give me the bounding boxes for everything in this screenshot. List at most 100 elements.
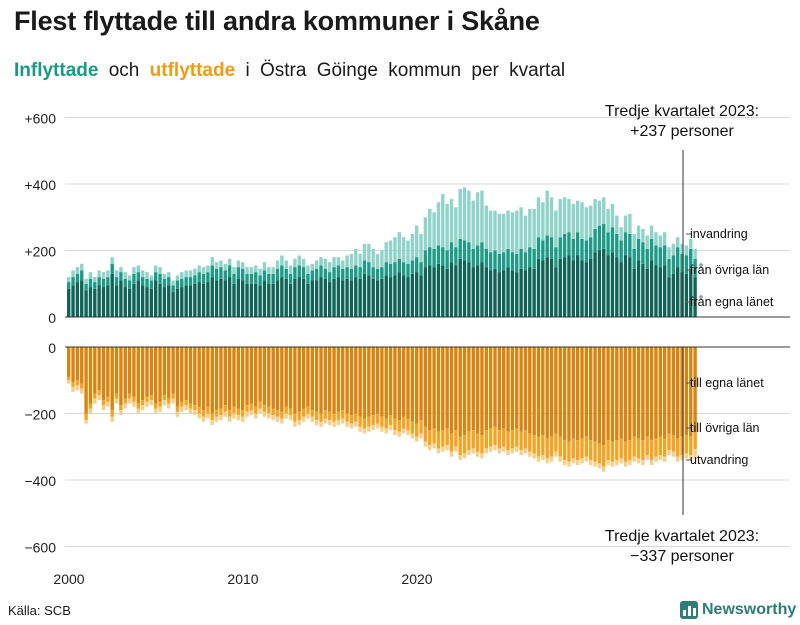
bar-in: [380, 278, 384, 317]
bar-out: [684, 347, 689, 436]
bar-in: [184, 277, 188, 286]
bar-in: [545, 257, 549, 317]
bar-out: [689, 436, 693, 456]
bar-out: [515, 347, 519, 429]
bar-in: [449, 198, 454, 243]
bar-out: [188, 408, 193, 414]
bar-out: [110, 410, 114, 417]
subtitle-word: Östra: [259, 60, 307, 81]
bar-out: [267, 413, 271, 419]
bar-out: [384, 347, 388, 419]
bar-in: [254, 265, 258, 273]
bar-out: [562, 347, 567, 441]
bar-out: [145, 347, 149, 397]
bar-out: [149, 347, 154, 396]
bar-in: [497, 213, 502, 254]
bar-in: [436, 245, 441, 264]
bar-in: [445, 250, 449, 269]
bar-out: [262, 347, 267, 406]
bar-out: [684, 453, 689, 459]
bar-out: [432, 347, 436, 429]
bar-out: [93, 393, 97, 399]
bar-in: [428, 208, 432, 248]
bar-out: [615, 440, 619, 461]
bar-out: [545, 347, 549, 439]
bar-in: [245, 273, 249, 284]
bar-in: [580, 260, 584, 317]
bar-out: [580, 458, 584, 464]
subtitle-word: per: [471, 60, 499, 81]
bar-out: [480, 347, 484, 436]
bar-in: [515, 253, 519, 273]
y-tick-label: +200: [24, 244, 56, 260]
bar-out: [641, 440, 645, 461]
bar-in: [310, 263, 314, 271]
bar-out: [615, 460, 619, 466]
bar-in: [671, 273, 676, 317]
bar-in: [219, 267, 223, 279]
bar-out: [484, 430, 488, 449]
brand-logo[interactable]: Newsworthy: [680, 601, 796, 619]
bar-out: [658, 436, 662, 456]
bar-in: [593, 252, 597, 317]
bar-in: [423, 217, 428, 251]
bar-in: [249, 267, 254, 274]
bar-in: [406, 263, 410, 278]
bar-in: [436, 202, 441, 246]
bar-out: [97, 395, 101, 401]
bar-out: [206, 413, 210, 419]
bar-in: [467, 190, 471, 243]
bar-out: [375, 347, 380, 414]
bar-out: [132, 401, 136, 407]
bar-out: [532, 453, 536, 459]
bar-out: [449, 433, 454, 452]
series-label: utvandring: [690, 453, 748, 467]
bar-out: [75, 347, 80, 381]
bar-in: [341, 260, 345, 269]
bar-in: [254, 272, 258, 284]
bar-out: [602, 466, 606, 472]
bar-out: [432, 443, 436, 449]
bar-out: [632, 347, 636, 437]
bar-out: [323, 410, 328, 419]
bar-in: [549, 258, 554, 317]
bar-in: [84, 278, 88, 284]
bar-in: [549, 237, 554, 259]
bar-in: [293, 278, 297, 317]
bar-out: [636, 347, 641, 439]
bar-out: [528, 451, 532, 457]
bar-out: [502, 428, 506, 447]
bar-in: [354, 265, 358, 278]
bar-out: [332, 347, 336, 414]
bar-in: [445, 203, 449, 251]
bar-out: [341, 410, 345, 419]
bar-in: [267, 267, 271, 274]
bar-in: [227, 265, 232, 278]
bar-in: [575, 255, 580, 317]
bar-out: [558, 347, 562, 437]
bar-out: [449, 347, 454, 434]
bar-out: [154, 403, 158, 409]
bar-out: [232, 413, 236, 419]
bar-out: [362, 428, 367, 434]
bar-in: [441, 247, 445, 266]
bar-in: [567, 198, 571, 233]
bar-in: [454, 207, 458, 248]
bar-out: [584, 347, 589, 437]
bar-in: [680, 243, 684, 254]
bar-in: [323, 268, 328, 279]
bar-out: [528, 347, 532, 434]
bar-out: [584, 436, 589, 457]
bar-in: [384, 242, 388, 263]
bar-out: [349, 347, 354, 416]
bar-in: [114, 277, 119, 286]
bar-in: [314, 260, 319, 269]
bar-in: [262, 280, 267, 317]
bar-out: [658, 455, 662, 461]
bar-in: [475, 245, 480, 266]
bar-in: [127, 288, 132, 317]
bar-in: [602, 197, 606, 224]
bar-out: [380, 347, 384, 417]
bar-in: [171, 285, 175, 293]
bar-in: [636, 260, 641, 317]
